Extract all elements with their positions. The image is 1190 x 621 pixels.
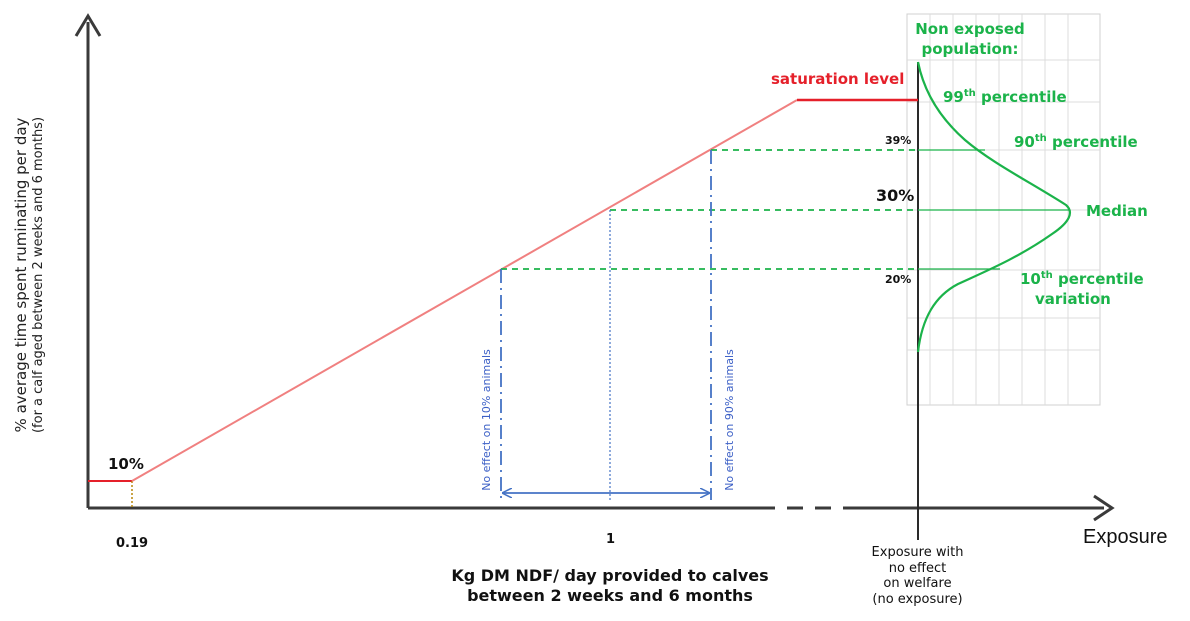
population-title-line1: Non exposed (915, 20, 1025, 38)
x-axis-title-line1: Kg DM NDF/ day provided to calves (451, 566, 769, 585)
label-p10: 10th percentile (1020, 270, 1144, 288)
level-label-median: 30% (876, 186, 915, 205)
label-p90-number: 90 (1014, 133, 1035, 151)
baseline-label: 10% (108, 455, 144, 473)
distribution-grid (906, 13, 1101, 406)
no-effect-line3: on welfare (883, 576, 952, 591)
label-no-effect-90: No effect on 90% animals (723, 349, 736, 491)
label-median: Median (1086, 202, 1148, 220)
label-p90: 90th percentile (1014, 133, 1138, 151)
level-label-p90: 39% (885, 134, 912, 147)
response-line (131, 99, 798, 482)
label-p99-number: 99 (943, 88, 964, 106)
x-tick-1: 1 (606, 532, 616, 547)
label-p90-text: percentile (1046, 133, 1138, 151)
no-effect-label: Exposure with no effect on welfare (no e… (840, 545, 995, 607)
y-axis-title-line2: (for a calf aged between 2 weeks and 6 m… (31, 116, 46, 434)
level-label-p10: 20% (885, 273, 912, 286)
label-no-effect-10: No effect on 10% animals (480, 349, 493, 491)
x-axis-end-label: Exposure (1083, 526, 1168, 548)
population-title: Non exposed population: (905, 19, 1035, 59)
saturation-label: saturation level (771, 70, 905, 88)
population-title-line2: population: (921, 40, 1019, 58)
x-axis-title-line2: between 2 weeks and 6 months (467, 586, 753, 605)
x-axis-title: Kg DM NDF/ day provided to calves betwee… (380, 566, 840, 606)
x-tick-0-19: 0.19 (116, 536, 149, 551)
population-distribution-curve (916, 61, 1071, 353)
no-effect-line2: no effect (888, 560, 947, 576)
no-effect-line1: Exposure with (871, 545, 964, 560)
label-p10-number: 10 (1020, 270, 1041, 288)
label-p10-text: percentile (1052, 270, 1144, 288)
x-axis-arrow-icon (1093, 494, 1115, 522)
label-p99: 99th percentile (943, 88, 1067, 106)
y-axis-arrow-icon (74, 13, 102, 37)
y-axis-title-line1: % average time spent ruminating per day (12, 117, 30, 433)
label-p99-suffix: th (963, 88, 976, 99)
label-p10-suffix: th (1040, 270, 1053, 281)
axes (74, 13, 1115, 522)
label-p99-text: percentile (975, 88, 1067, 106)
no-effect-line4: (no exposure) (872, 591, 963, 607)
label-variation: variation (1035, 290, 1111, 308)
percentile-level-lines (501, 149, 918, 270)
percentile-connectors (918, 149, 1070, 270)
label-p90-suffix: th (1034, 133, 1047, 144)
